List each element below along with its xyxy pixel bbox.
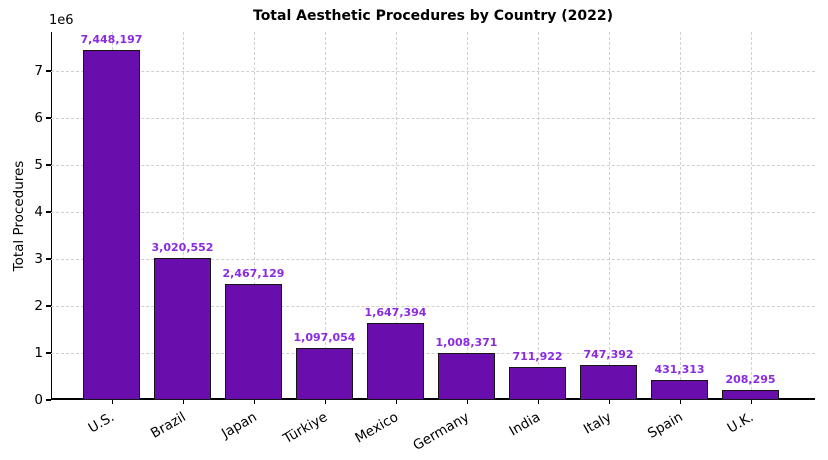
bar-value-label: 747,392 xyxy=(583,347,634,361)
x-tick-label: Brazil xyxy=(147,409,189,442)
h-gridline xyxy=(51,118,815,119)
x-tick-label: U.K. xyxy=(724,409,757,437)
chart-title: Total Aesthetic Procedures by Country (2… xyxy=(253,8,613,24)
v-gridline xyxy=(679,32,681,400)
bar-value-label: 1,647,394 xyxy=(364,305,427,319)
bar-us xyxy=(83,49,140,400)
x-tick-label: Mexico xyxy=(352,409,402,447)
y-tick-label: 2 xyxy=(34,298,43,314)
x-tick-mark xyxy=(324,400,326,404)
v-gridline xyxy=(750,32,752,400)
x-tick-label: U.S. xyxy=(86,409,118,437)
y-tick-label: 6 xyxy=(34,110,43,126)
x-tick-mark xyxy=(395,400,397,404)
bar-trkiye xyxy=(296,348,353,400)
bar-value-label: 1,008,371 xyxy=(435,335,498,349)
x-tick-mark xyxy=(253,400,255,404)
x-tick-label: Türkiye xyxy=(280,409,331,448)
y-tick-mark xyxy=(46,258,51,260)
x-tick-mark xyxy=(537,400,539,404)
y-tick-label: 0 xyxy=(34,392,43,408)
bar-value-label: 2,467,129 xyxy=(222,267,285,281)
y-axis-spine xyxy=(51,32,53,400)
y-tick-mark xyxy=(46,305,51,307)
h-gridline xyxy=(51,259,815,260)
h-gridline xyxy=(51,71,815,72)
v-gridline xyxy=(608,32,610,400)
v-gridline xyxy=(253,32,255,400)
v-gridline xyxy=(466,32,468,400)
v-gridline xyxy=(537,32,539,400)
y-tick-label: 5 xyxy=(34,157,43,173)
h-gridline xyxy=(51,212,815,213)
h-gridline xyxy=(51,165,815,166)
y-tick-mark xyxy=(46,117,51,119)
x-axis-spine xyxy=(51,398,815,400)
plot-area: 7,448,197 U.S. 3,020,552 Brazil 2,467,129 Jap… xyxy=(34,32,815,454)
y-tick-mark xyxy=(46,164,51,166)
x-tick-label: Japan xyxy=(218,409,260,442)
y-tick-label: 1 xyxy=(34,345,43,361)
bar-value-label: 7,448,197 xyxy=(80,32,143,46)
bar-brazil xyxy=(154,258,211,400)
bar-value-label: 711,922 xyxy=(512,349,563,363)
y-tick-mark xyxy=(46,211,51,213)
bar-value-label: 1,097,054 xyxy=(293,331,356,345)
bar-germany xyxy=(438,352,495,400)
v-gridline xyxy=(182,32,184,400)
x-tick-label: Spain xyxy=(644,409,686,442)
bar-value-label: 208,295 xyxy=(725,373,776,387)
x-tick-label: India xyxy=(506,409,544,440)
bar-value-label: 431,313 xyxy=(654,362,705,376)
x-tick-mark xyxy=(679,400,681,404)
y-tick-mark xyxy=(46,399,51,401)
y-tick-mark xyxy=(46,70,51,72)
bar-japan xyxy=(225,284,282,400)
y-tick-label: 4 xyxy=(34,204,43,220)
bar-spain xyxy=(651,379,708,400)
x-tick-mark xyxy=(608,400,610,404)
bar-value-label: 3,020,552 xyxy=(151,241,214,255)
bar-mexico xyxy=(367,322,424,400)
bar-uk xyxy=(722,390,779,400)
v-gridline xyxy=(324,32,326,400)
y-axis-offset-label: 1e6 xyxy=(49,13,74,28)
v-gridline xyxy=(395,32,397,400)
x-tick-mark xyxy=(182,400,184,404)
x-tick-mark xyxy=(466,400,468,404)
x-tick-label: Italy xyxy=(581,409,615,438)
bar-italy xyxy=(580,364,637,400)
bar-india xyxy=(509,366,566,400)
y-tick-mark xyxy=(46,352,51,354)
y-tick-label: 3 xyxy=(34,251,43,267)
x-tick-label: Germany xyxy=(410,409,473,454)
x-tick-mark xyxy=(111,400,113,404)
x-tick-mark xyxy=(750,400,752,404)
y-tick-label: 7 xyxy=(34,63,43,79)
h-gridline xyxy=(51,306,815,307)
h-gridline xyxy=(51,353,815,354)
